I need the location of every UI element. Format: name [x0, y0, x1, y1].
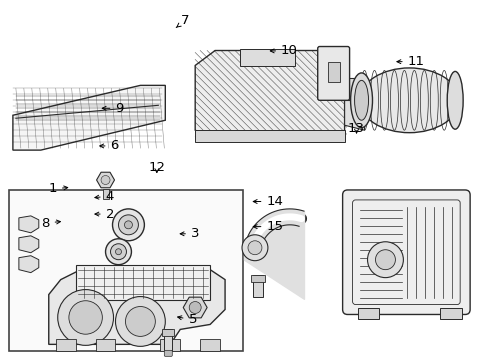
Polygon shape	[13, 85, 165, 150]
Text: 15: 15	[253, 220, 283, 233]
Ellipse shape	[354, 80, 368, 120]
Text: 5: 5	[177, 313, 197, 327]
Polygon shape	[344, 75, 364, 130]
Circle shape	[242, 235, 267, 261]
Circle shape	[375, 250, 395, 270]
Bar	[76, 265, 210, 300]
Bar	[357, 307, 379, 319]
Circle shape	[112, 209, 144, 241]
Ellipse shape	[350, 73, 372, 128]
Text: 11: 11	[396, 55, 424, 68]
Circle shape	[115, 297, 165, 346]
Ellipse shape	[359, 68, 458, 133]
Bar	[252, 275, 263, 297]
Text: 1: 1	[48, 183, 67, 195]
Text: 8: 8	[41, 216, 61, 230]
Bar	[200, 339, 220, 351]
Bar	[160, 339, 180, 351]
Bar	[164, 329, 172, 351]
Bar	[162, 329, 174, 336]
Polygon shape	[96, 172, 114, 188]
Circle shape	[125, 306, 155, 336]
Bar	[250, 275, 264, 282]
Circle shape	[101, 176, 110, 184]
Text: 3: 3	[180, 227, 199, 240]
Circle shape	[247, 241, 262, 255]
Circle shape	[69, 301, 102, 334]
Circle shape	[118, 215, 138, 235]
Text: 7: 7	[176, 14, 189, 28]
Text: 12: 12	[148, 161, 165, 174]
Circle shape	[115, 249, 121, 255]
FancyBboxPatch shape	[342, 190, 469, 315]
Polygon shape	[195, 50, 344, 140]
Bar	[95, 339, 115, 351]
Text: 13: 13	[347, 122, 364, 135]
Circle shape	[58, 289, 113, 345]
Bar	[327, 62, 339, 82]
Circle shape	[110, 244, 126, 260]
Circle shape	[105, 239, 131, 265]
Bar	[439, 307, 461, 319]
Bar	[337, 78, 355, 100]
Circle shape	[367, 242, 403, 278]
FancyBboxPatch shape	[164, 350, 172, 356]
Text: 2: 2	[95, 208, 114, 221]
Bar	[195, 130, 344, 142]
Bar	[240, 49, 294, 67]
Text: 4: 4	[95, 190, 114, 203]
Bar	[9, 190, 243, 351]
Polygon shape	[19, 256, 39, 273]
Ellipse shape	[447, 71, 462, 129]
Text: 6: 6	[100, 139, 119, 152]
Bar	[56, 339, 76, 351]
Polygon shape	[183, 297, 207, 318]
Polygon shape	[19, 236, 39, 253]
Circle shape	[189, 302, 201, 314]
Bar	[102, 189, 108, 199]
Circle shape	[124, 221, 132, 229]
Text: 14: 14	[253, 195, 283, 208]
Text: 10: 10	[270, 44, 297, 57]
Polygon shape	[49, 270, 224, 345]
FancyBboxPatch shape	[317, 46, 349, 100]
Text: 9: 9	[102, 102, 123, 115]
Polygon shape	[19, 216, 39, 233]
